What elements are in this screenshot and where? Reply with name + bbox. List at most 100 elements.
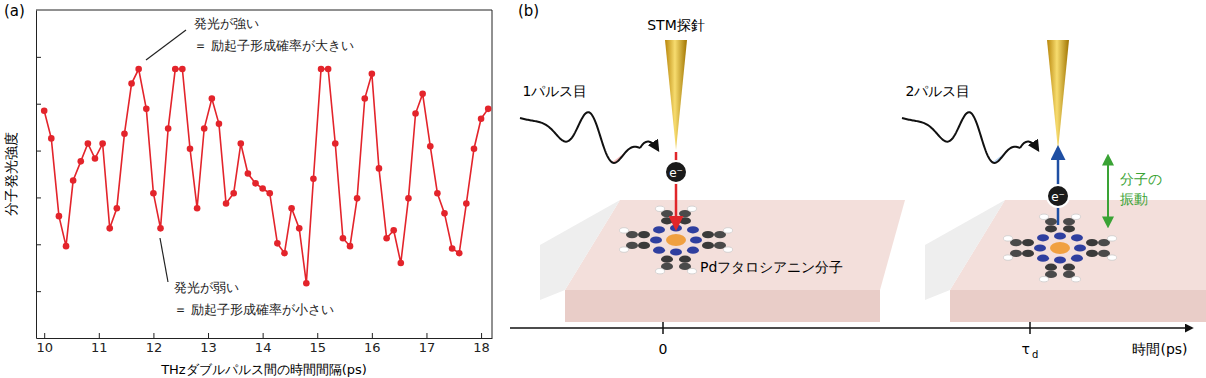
data-point — [296, 225, 303, 232]
time-axis — [510, 327, 1192, 329]
data-line — [44, 69, 488, 283]
molecule-atom — [688, 269, 697, 274]
molecule-atom — [1072, 214, 1081, 219]
y-tick-mark — [36, 291, 41, 292]
data-point — [288, 205, 295, 212]
data-point — [303, 280, 310, 287]
substrate — [925, 200, 1206, 322]
pulse-arrow — [1020, 142, 1038, 151]
x-tick: 11 — [91, 333, 108, 355]
x-tick-mark — [372, 333, 373, 338]
electron: e⁻ — [665, 161, 687, 183]
data-point — [354, 195, 361, 202]
data-point — [237, 140, 244, 147]
data-point — [201, 125, 208, 132]
x-tick-label: 11 — [91, 340, 108, 355]
molecule-atom — [1108, 255, 1117, 260]
data-point — [245, 170, 252, 177]
molecule-atom — [1086, 239, 1098, 246]
data-point — [427, 143, 434, 150]
data-point — [310, 175, 317, 182]
figure: 101112131415161718(a)分子発光強度THzダブルパルス間の時間… — [0, 0, 1206, 378]
annotation-text: 発光が弱い — [174, 280, 239, 295]
time-tick-label: τd — [1022, 341, 1039, 360]
data-point — [216, 121, 223, 128]
pulse-label: 1パルス目 — [523, 83, 588, 99]
data-point — [223, 200, 230, 207]
molecule-atom — [724, 247, 733, 252]
data-point — [405, 195, 412, 202]
y-tick — [36, 57, 41, 58]
data-point — [434, 190, 441, 197]
data-point — [157, 225, 164, 232]
data-point — [135, 66, 142, 73]
molecule-atom — [702, 231, 714, 238]
data-point — [165, 125, 172, 132]
x-tick: 16 — [364, 333, 381, 355]
stm-tip — [1047, 40, 1069, 150]
vibration-label: 分子の — [1120, 171, 1162, 187]
molecule-atom — [656, 206, 665, 211]
annotation-text: ＝ 励起子形成確率が大きい — [194, 38, 354, 53]
time-tick-main: 0 — [659, 341, 668, 357]
molecule-label: Pdフタロシアニン分子 — [700, 259, 843, 275]
molecule-atom — [620, 247, 629, 252]
molecule-atom — [670, 248, 682, 255]
data-point — [194, 205, 201, 212]
vibration-arrow — [1107, 156, 1109, 226]
x-tick-label: 14 — [255, 340, 272, 355]
molecule-atom — [1037, 255, 1049, 262]
x-tick: 15 — [309, 333, 326, 355]
annotation: 発光が強い ＝ 励起子形成確率が大きい — [146, 16, 354, 60]
x-tick-mark — [208, 333, 209, 338]
frame-top — [36, 10, 492, 11]
molecule-atom — [620, 228, 629, 233]
molecule-atom — [702, 242, 714, 249]
data-point — [150, 190, 157, 197]
substrate-side — [540, 200, 620, 300]
annotation-leader — [146, 30, 186, 60]
data-point — [441, 210, 448, 217]
annotation-text: 発光が強い — [194, 16, 259, 31]
data-point — [70, 177, 77, 184]
data-point — [361, 95, 368, 102]
x-tick: 14 — [255, 333, 272, 355]
data-point — [463, 200, 470, 207]
data-point — [48, 135, 55, 142]
data-point — [419, 91, 426, 98]
x-tick: 10 — [36, 333, 53, 355]
data-point — [143, 106, 150, 113]
data-point — [106, 225, 113, 232]
substrate — [540, 200, 905, 322]
molecule-atom — [650, 236, 662, 243]
data-point — [318, 66, 325, 73]
molecule-center — [1050, 242, 1070, 254]
x-tick-mark — [153, 333, 154, 338]
data-point — [121, 130, 128, 137]
data-point — [172, 66, 179, 73]
data-point — [281, 250, 288, 257]
electron-label: e⁻ — [1051, 190, 1065, 204]
panel-b: (b)STM探針1パルス目2パルス目e⁻e⁻分子の振動Pdフタロシアニン分子0τ… — [510, 2, 1206, 360]
data-point — [114, 205, 121, 212]
data-point — [85, 140, 92, 147]
x-tick-label: 10 — [36, 340, 53, 355]
molecule-atom — [661, 217, 673, 224]
electron: e⁻ — [1047, 185, 1069, 207]
vibration-label: 振動 — [1120, 191, 1148, 207]
x-tick-mark — [426, 333, 427, 338]
data-point — [383, 235, 390, 242]
data-point — [471, 145, 478, 152]
molecule-atom — [1022, 250, 1034, 257]
data-point — [449, 245, 456, 252]
y-tick — [36, 244, 41, 245]
data-point — [179, 66, 186, 73]
x-axis-title: THzダブルパルス間の時間間隔(ps) — [160, 362, 367, 377]
data-point — [128, 80, 135, 87]
y-tick-mark — [36, 104, 41, 105]
data-point — [274, 240, 281, 247]
data-point — [485, 106, 492, 113]
molecule-atom — [1071, 234, 1083, 241]
molecule-atom — [679, 256, 691, 263]
data-point — [332, 140, 339, 147]
